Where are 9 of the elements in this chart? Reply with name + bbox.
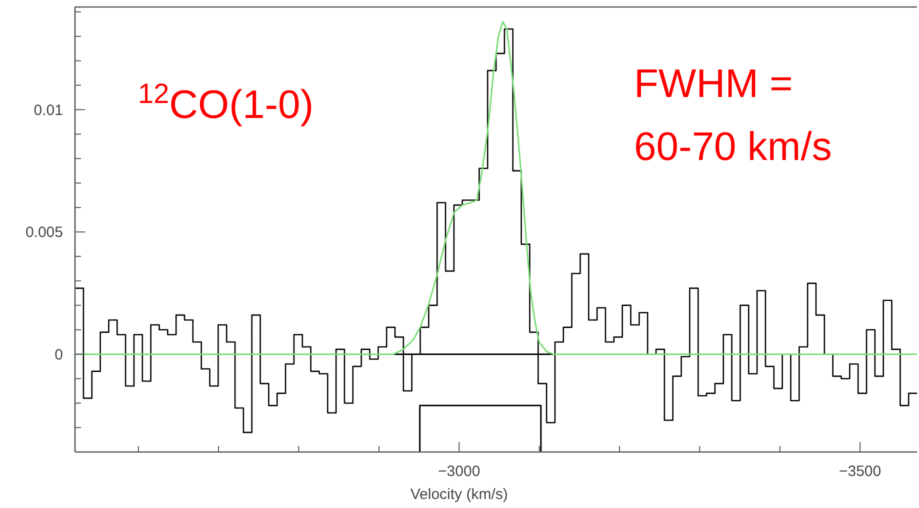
annotation: FWHM = <box>634 62 793 106</box>
y-tick-label: 0 <box>54 346 63 364</box>
y-tick-label: 0.005 <box>25 224 63 242</box>
annotation: $^{12}$CO(1-0) <box>138 78 314 127</box>
x-tick-label: −3500 <box>838 463 882 480</box>
y-tick-label: 0.01 <box>34 102 63 119</box>
x-tick-label: −3000 <box>438 463 480 480</box>
x-axis-title: Velocity (km/s) <box>410 486 508 503</box>
annotation: 60-70 km/s <box>634 125 832 169</box>
